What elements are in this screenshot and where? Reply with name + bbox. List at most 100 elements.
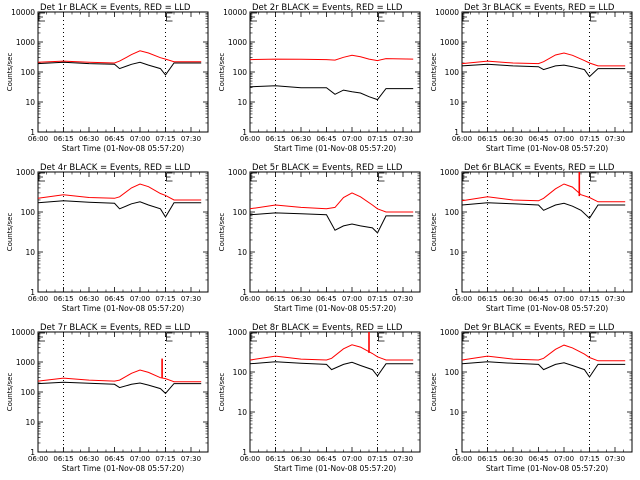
x-axis-label: Start Time (01-Nov-08 05:57:20) — [274, 304, 396, 313]
chart-title: Det 7r BLACK = Events, RED = LLD — [40, 323, 191, 333]
events-rate-line — [37, 381, 202, 395]
x-tick-label: 06:00 — [28, 455, 48, 463]
y-tick-label: 1 — [30, 288, 35, 297]
y-tick-label: 10 — [449, 248, 459, 257]
x-tick-label: 07:15 — [579, 295, 599, 303]
chart-panel: Det 1r BLACK = Events, RED = LLD 1 10 100 10… — [6, 3, 209, 153]
events-rate-line — [461, 361, 626, 378]
y-tick-label: 10000 — [435, 8, 459, 17]
x-tick-label: 06:30 — [79, 135, 99, 143]
x-tick-label: 06:45 — [528, 295, 548, 303]
x-tick-label: 07:15 — [579, 455, 599, 463]
chart-title: Det 4r BLACK = Events, RED = LLD — [40, 163, 191, 173]
y-axis-label: Counts/sec — [6, 213, 14, 252]
chart-panel: Det 3r BLACK = Events, RED = LLD 1 10 100 10… — [430, 3, 633, 153]
x-axis-label: Start Time (01-Nov-08 05:57:20) — [486, 144, 608, 153]
events-rate-line — [37, 61, 202, 76]
x-tick-label: 06:15 — [477, 295, 497, 303]
y-tick-label: 10 — [237, 98, 247, 107]
x-tick-label: 06:45 — [104, 455, 124, 463]
interval-marker-glyph — [590, 12, 597, 22]
events-rate-line — [249, 212, 414, 234]
interval-marker-glyph — [378, 172, 385, 182]
x-tick-label: 07:00 — [130, 455, 150, 463]
chart-panel: Det 5r BLACK = Events, RED = LLD 1 10 100 10… — [218, 163, 421, 313]
x-tick-label: 07:00 — [554, 295, 574, 303]
lld-rate-line — [461, 344, 626, 362]
x-tick-label: 06:45 — [316, 135, 336, 143]
x-tick-label: 07:30 — [393, 135, 413, 143]
chart-panel: Det 6r BLACK = Events, RED = LLD 1 10 100 10… — [430, 163, 633, 313]
y-tick-label: 10000 — [223, 8, 247, 17]
interval-marker-glyph — [378, 332, 385, 342]
y-tick-label: 1000 — [16, 168, 35, 177]
y-axis-label: Counts/sec — [430, 373, 438, 412]
chart-panel: Det 4r BLACK = Events, RED = LLD 1 10 100 10… — [6, 163, 209, 313]
x-tick-label: 07:15 — [367, 295, 387, 303]
chart-panel: Det 7r BLACK = Events, RED = LLD 1 10 100 10… — [6, 323, 209, 473]
x-tick-label: 07:00 — [554, 135, 574, 143]
x-tick-label: 06:00 — [28, 295, 48, 303]
interval-marker-glyph — [38, 12, 45, 22]
x-tick-label: 07:30 — [181, 295, 201, 303]
x-tick-label: 06:45 — [316, 455, 336, 463]
y-tick-label: 1 — [242, 448, 247, 457]
interval-marker-glyph — [462, 12, 469, 22]
chart-title: Det 5r BLACK = Events, RED = LLD — [252, 163, 403, 173]
x-tick-label: 07:30 — [181, 455, 201, 463]
x-tick-label: 06:30 — [503, 455, 523, 463]
x-tick-label: 06:00 — [240, 135, 260, 143]
x-tick-label: 06:45 — [104, 135, 124, 143]
x-tick-label: 06:15 — [53, 135, 73, 143]
y-tick-label: 100 — [233, 368, 248, 377]
y-tick-label: 1000 — [440, 328, 459, 337]
y-tick-label: 100 — [233, 208, 248, 217]
x-tick-label: 07:30 — [393, 295, 413, 303]
y-tick-label: 10000 — [11, 8, 35, 17]
x-tick-label: 07:00 — [130, 295, 150, 303]
y-tick-label: 10 — [449, 408, 459, 417]
x-tick-label: 07:15 — [155, 295, 175, 303]
interval-marker-glyph — [462, 332, 469, 342]
y-tick-label: 1000 — [440, 38, 459, 47]
interval-marker-glyph — [38, 332, 45, 342]
x-tick-label: 06:45 — [528, 135, 548, 143]
y-tick-label: 1 — [454, 128, 459, 137]
chart-title: Det 9r BLACK = Events, RED = LLD — [464, 323, 615, 333]
y-tick-label: 1 — [454, 448, 459, 457]
chart-title: Det 8r BLACK = Events, RED = LLD — [252, 323, 403, 333]
y-tick-label: 1 — [242, 288, 247, 297]
x-tick-label: 06:45 — [528, 455, 548, 463]
x-tick-label: 06:30 — [291, 455, 311, 463]
y-tick-label: 1 — [454, 288, 459, 297]
interval-marker-glyph — [590, 332, 597, 342]
interval-marker-glyph — [462, 172, 469, 182]
events-rate-line — [461, 63, 626, 78]
y-tick-label: 1 — [242, 128, 247, 137]
lld-rate-line — [249, 344, 414, 361]
y-axis-label: Counts/sec — [430, 213, 438, 252]
y-axis-label: Counts/sec — [6, 373, 14, 412]
x-tick-label: 06:15 — [265, 455, 285, 463]
interval-marker-glyph — [250, 172, 257, 182]
lld-rate-line — [249, 192, 414, 213]
x-tick-label: 07:15 — [155, 455, 175, 463]
y-tick-label: 1000 — [16, 358, 35, 367]
events-rate-line — [37, 200, 202, 218]
x-tick-label: 06:15 — [265, 135, 285, 143]
x-tick-label: 07:15 — [367, 135, 387, 143]
x-tick-label: 07:15 — [367, 455, 387, 463]
y-tick-label: 1000 — [16, 38, 35, 47]
x-tick-label: 06:30 — [291, 135, 311, 143]
y-axis-label: Counts/sec — [218, 213, 226, 252]
chart-title: Det 1r BLACK = Events, RED = LLD — [40, 3, 191, 13]
chart-title: Det 3r BLACK = Events, RED = LLD — [464, 3, 615, 13]
x-axis-label: Start Time (01-Nov-08 05:57:20) — [62, 144, 184, 153]
chart-title: Det 6r BLACK = Events, RED = LLD — [464, 163, 615, 173]
y-tick-label: 100 — [445, 68, 460, 77]
y-tick-label: 100 — [445, 368, 460, 377]
y-tick-label: 10 — [25, 418, 35, 427]
chart-panel: Det 9r BLACK = Events, RED = LLD 1 10 100 10… — [430, 323, 633, 473]
x-tick-label: 06:45 — [104, 295, 124, 303]
